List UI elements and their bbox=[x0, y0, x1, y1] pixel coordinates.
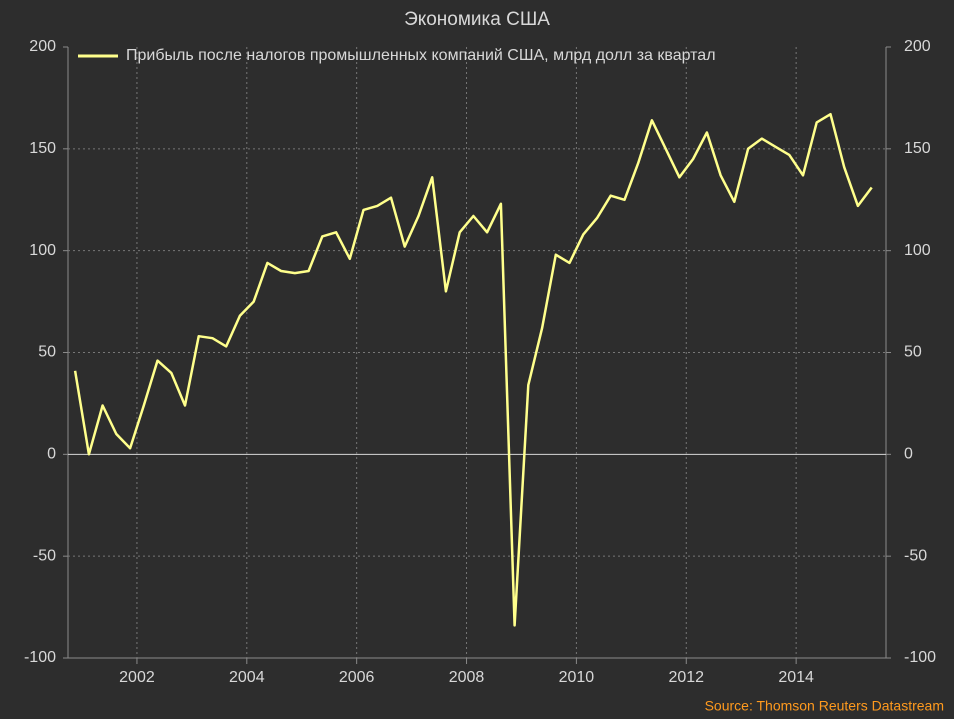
y-tick-label-right: 50 bbox=[904, 344, 922, 361]
source: Source: Thomson Reuters Datastream bbox=[705, 698, 944, 714]
y-tick-label-right: -100 bbox=[904, 649, 936, 666]
chart-title: Экономика США bbox=[404, 9, 550, 30]
x-tick-label: 2006 bbox=[339, 669, 375, 686]
x-tick-label: 2010 bbox=[559, 669, 595, 686]
y-tick-label-right: 0 bbox=[904, 446, 913, 463]
x-tick-label: 2002 bbox=[119, 669, 155, 686]
x-tick-label: 2014 bbox=[778, 669, 814, 686]
y-tick-label: 150 bbox=[29, 140, 56, 157]
x-tick-label: 2012 bbox=[668, 669, 704, 686]
x-tick-label: 2008 bbox=[449, 669, 485, 686]
y-tick-label: -50 bbox=[33, 547, 56, 564]
y-tick-label-right: 200 bbox=[904, 38, 931, 55]
y-tick-label: 200 bbox=[29, 38, 56, 55]
y-tick-label: -100 bbox=[24, 649, 56, 666]
y-tick-label: 0 bbox=[47, 446, 56, 463]
legend-label: Прибыль после налогов промышленных компа… bbox=[126, 47, 716, 64]
x-tick-label: 2004 bbox=[229, 669, 265, 686]
y-tick-label-right: 150 bbox=[904, 140, 931, 157]
series-line bbox=[73, 112, 873, 627]
y-tick-label: 100 bbox=[29, 242, 56, 259]
y-tick-label-right: 100 bbox=[904, 242, 931, 259]
y-tick-label: 50 bbox=[38, 344, 56, 361]
y-tick-label-right: -50 bbox=[904, 547, 927, 564]
